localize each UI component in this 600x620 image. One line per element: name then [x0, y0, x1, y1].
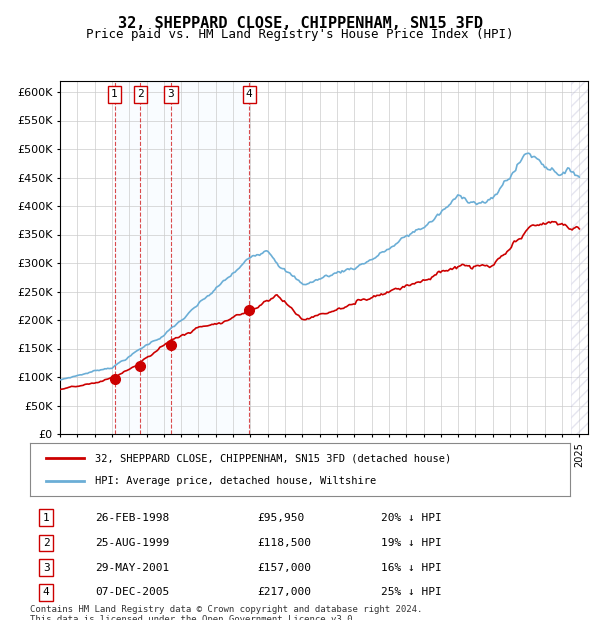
Text: 25% ↓ HPI: 25% ↓ HPI	[381, 587, 442, 597]
Text: 07-DEC-2005: 07-DEC-2005	[95, 587, 169, 597]
Text: 32, SHEPPARD CLOSE, CHIPPENHAM, SN15 3FD (detached house): 32, SHEPPARD CLOSE, CHIPPENHAM, SN15 3FD…	[95, 453, 451, 463]
Text: 29-MAY-2001: 29-MAY-2001	[95, 562, 169, 573]
Text: 26-FEB-1998: 26-FEB-1998	[95, 513, 169, 523]
Text: Price paid vs. HM Land Registry's House Price Index (HPI): Price paid vs. HM Land Registry's House …	[86, 28, 514, 41]
Text: 3: 3	[167, 89, 175, 99]
Text: 2: 2	[43, 538, 50, 548]
Bar	[115, 81, 249, 434]
Text: £118,500: £118,500	[257, 538, 311, 548]
Text: 19% ↓ HPI: 19% ↓ HPI	[381, 538, 442, 548]
Text: 16% ↓ HPI: 16% ↓ HPI	[381, 562, 442, 573]
Text: HPI: Average price, detached house, Wiltshire: HPI: Average price, detached house, Wilt…	[95, 476, 376, 486]
Text: £157,000: £157,000	[257, 562, 311, 573]
Text: 1: 1	[43, 513, 50, 523]
Bar	[571, 81, 588, 434]
Text: 3: 3	[43, 562, 50, 573]
Text: 32, SHEPPARD CLOSE, CHIPPENHAM, SN15 3FD: 32, SHEPPARD CLOSE, CHIPPENHAM, SN15 3FD	[118, 16, 482, 30]
Text: 20% ↓ HPI: 20% ↓ HPI	[381, 513, 442, 523]
Text: 4: 4	[43, 587, 50, 597]
Text: 4: 4	[246, 89, 253, 99]
Text: Contains HM Land Registry data © Crown copyright and database right 2024.
This d: Contains HM Land Registry data © Crown c…	[30, 604, 422, 620]
Text: £217,000: £217,000	[257, 587, 311, 597]
Text: £95,950: £95,950	[257, 513, 304, 523]
Text: 2: 2	[137, 89, 144, 99]
Text: 1: 1	[111, 89, 118, 99]
Text: 25-AUG-1999: 25-AUG-1999	[95, 538, 169, 548]
